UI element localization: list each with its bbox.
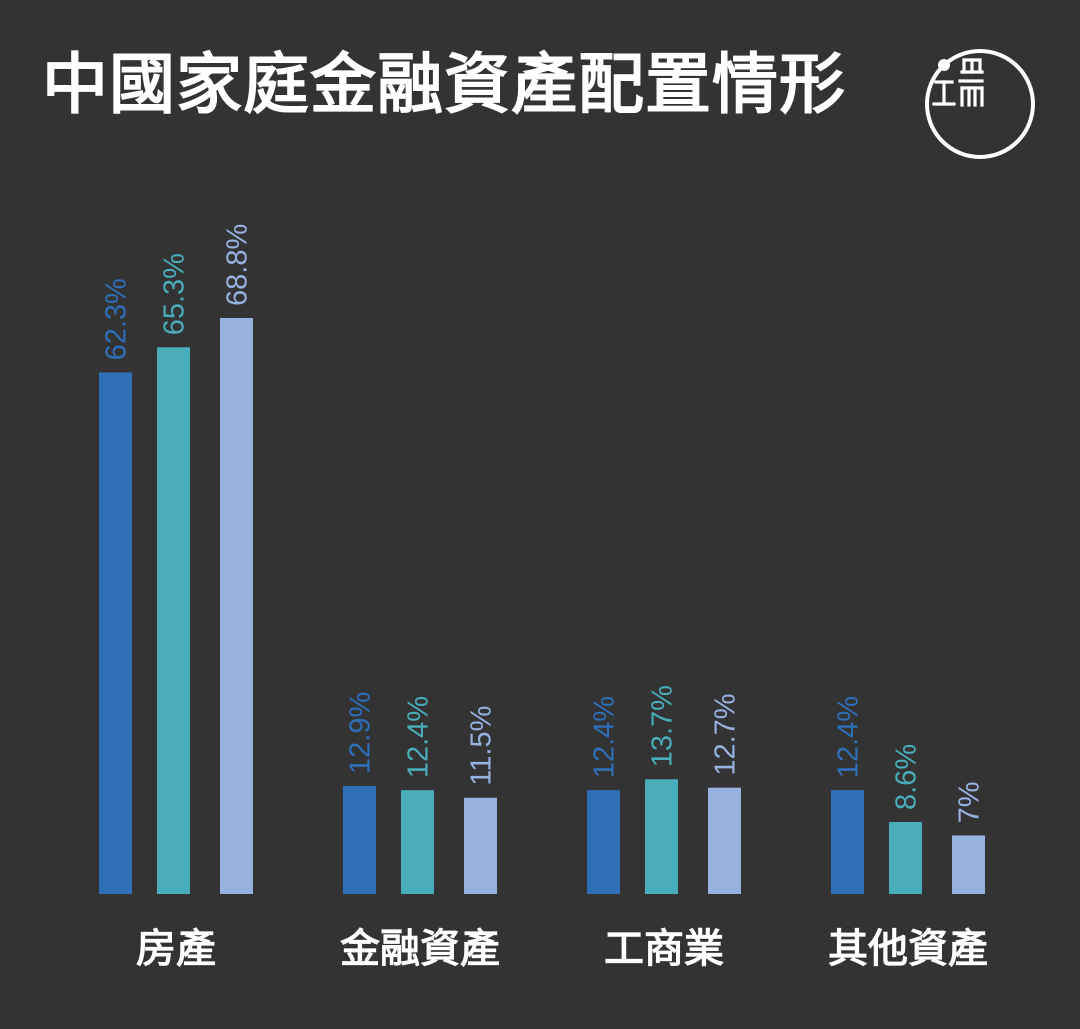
- bar-group: 12.9% 12.4% 11.5% 金融資產: [339, 692, 500, 972]
- data-label: 12.7%: [710, 693, 742, 775]
- bar: [220, 318, 253, 894]
- bar: [645, 779, 678, 894]
- bar: [464, 797, 497, 894]
- bar-group: 12.4% 8.6% 7% 其他資產: [828, 696, 988, 972]
- data-label: 7%: [954, 781, 986, 823]
- bar: [99, 372, 132, 895]
- initium-logo-icon: [925, 49, 1035, 159]
- bar: [343, 786, 376, 894]
- category-label: 房產: [136, 926, 216, 972]
- category-label: 工商業: [604, 926, 724, 972]
- bar: [401, 790, 434, 894]
- bar: [708, 787, 741, 894]
- bar: [831, 790, 864, 894]
- data-label: 68.8%: [222, 224, 254, 306]
- chart-title: 中國家庭金融資產配置情形: [42, 46, 846, 123]
- bar: [889, 822, 922, 894]
- data-label: 62.3%: [101, 278, 133, 360]
- data-label: 12.9%: [345, 692, 377, 774]
- data-label: 65.3%: [159, 253, 191, 335]
- bar-group: 12.4% 13.7% 12.7% 工商業: [587, 685, 742, 972]
- data-label: 13.7%: [647, 685, 679, 767]
- data-label: 12.4%: [833, 696, 865, 778]
- data-label: 12.4%: [589, 696, 621, 778]
- bar: [157, 347, 190, 894]
- category-label: 金融資產: [339, 926, 500, 972]
- bar-group: 62.3% 65.3% 68.8% 房產: [99, 224, 254, 972]
- bar: [587, 790, 620, 894]
- category-label: 其他資產: [828, 926, 988, 972]
- data-label: 12.4%: [403, 696, 435, 778]
- bar: [952, 835, 985, 894]
- data-label: 11.5%: [466, 706, 498, 786]
- data-label: 8.6%: [891, 744, 923, 810]
